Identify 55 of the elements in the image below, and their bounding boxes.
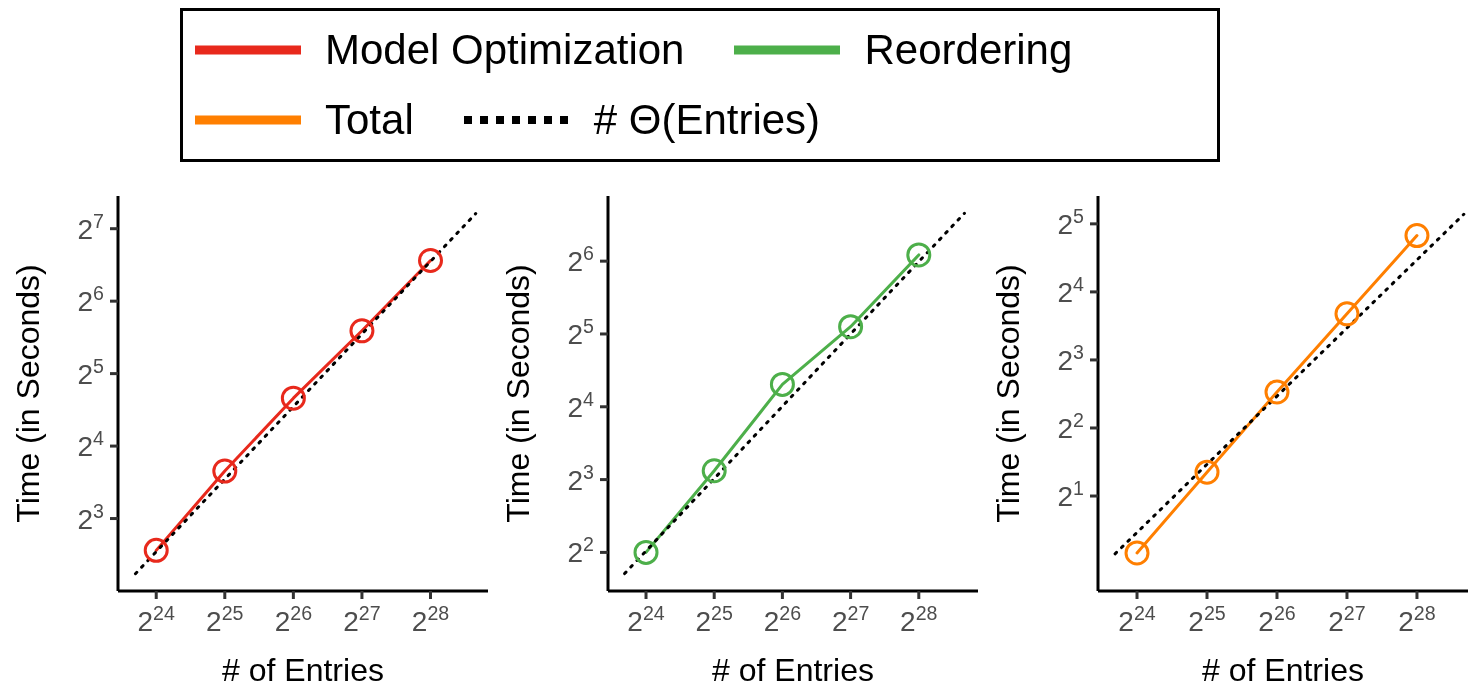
x-tick-label: 2$^{26}$ xyxy=(274,602,313,637)
point xyxy=(1334,301,1360,327)
y-axis-title: Time (in Seconds) xyxy=(990,264,1027,523)
y-tick-label: 2$^{3}$ xyxy=(567,460,595,496)
x-tick-label: 2$^{25}$ xyxy=(695,602,733,637)
legend-label: Total xyxy=(325,96,414,144)
x-tick-label: 2$^{28}$ xyxy=(411,602,450,637)
y-tick-label: 2$^{3}$ xyxy=(77,499,105,535)
point xyxy=(769,371,795,397)
x-tick-label: 2$^{24}$ xyxy=(627,602,665,637)
y-tick-label: 2$^{2}$ xyxy=(567,533,594,569)
point xyxy=(906,242,932,268)
y-tick-label: 2$^{1}$ xyxy=(1057,477,1084,513)
y-tick-label: 2$^{4}$ xyxy=(567,387,595,423)
point xyxy=(1404,223,1430,249)
legend-label: Reordering xyxy=(864,26,1073,74)
point xyxy=(633,539,659,565)
x-axis-title: # of Entries xyxy=(712,652,874,688)
point xyxy=(143,537,169,563)
y-tick-label: 2$^{5}$ xyxy=(77,354,105,390)
x-tick-label: 2$^{28}$ xyxy=(1398,602,1436,637)
point xyxy=(701,458,727,484)
x-tick-label: 2$^{26}$ xyxy=(763,602,802,637)
x-axis-title: # of Entries xyxy=(1202,652,1364,688)
point xyxy=(838,314,864,340)
y-tick-label: 2$^{7}$ xyxy=(77,209,104,245)
legend-label: # Θ(Entries) xyxy=(593,96,821,144)
point xyxy=(1194,459,1220,485)
y-tick-label: 2$^{5}$ xyxy=(567,314,595,350)
x-tick-label: 2$^{26}$ xyxy=(1258,602,1296,637)
x-tick-label: 2$^{25}$ xyxy=(206,602,244,637)
x-tick-label: 2$^{27}$ xyxy=(1328,602,1366,637)
y-tick-label: 2$^{5}$ xyxy=(1057,204,1085,240)
point xyxy=(1124,540,1150,566)
point xyxy=(418,248,444,274)
x-tick-label: 2$^{24}$ xyxy=(1118,602,1156,637)
legend-label: Model Optimization xyxy=(325,26,685,74)
y-tick-label: 2$^{6}$ xyxy=(567,242,595,278)
y-tick-label: 2$^{6}$ xyxy=(77,282,105,318)
point xyxy=(1264,379,1290,405)
point xyxy=(349,318,375,344)
y-axis-title: Time (in Seconds) xyxy=(500,264,537,523)
point xyxy=(280,385,306,411)
x-tick-label: 2$^{27}$ xyxy=(343,602,381,637)
y-axis-title: Time (in Seconds) xyxy=(10,264,47,523)
y-tick-label: 2$^{2}$ xyxy=(1057,408,1084,444)
x-tick-label: 2$^{27}$ xyxy=(831,602,870,637)
y-tick-label: 2$^{4}$ xyxy=(77,427,105,463)
x-tick-label: 2$^{25}$ xyxy=(1188,602,1226,637)
x-axis-title: # of Entries xyxy=(222,652,384,688)
x-tick-label: 2$^{24}$ xyxy=(137,602,176,637)
y-tick-label: 2$^{4}$ xyxy=(1057,272,1085,308)
x-tick-label: 2$^{28}$ xyxy=(900,602,938,637)
y-tick-label: 2$^{3}$ xyxy=(1057,340,1085,376)
point xyxy=(212,458,238,484)
